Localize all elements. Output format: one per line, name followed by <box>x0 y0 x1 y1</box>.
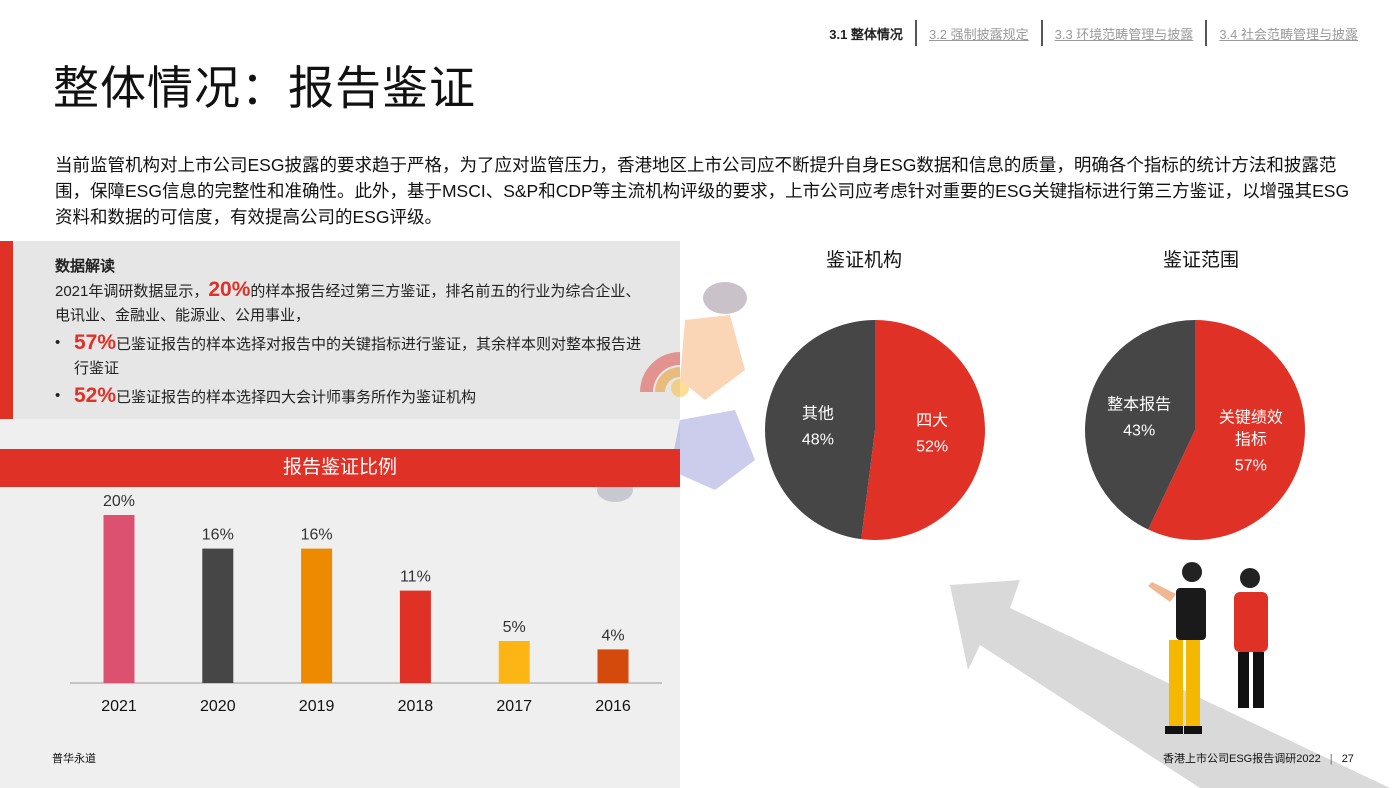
footer-divider: | <box>1329 753 1333 765</box>
bullet-dot: • <box>55 387 61 404</box>
bar-category-label: 2017 <box>496 698 532 715</box>
bar-2017 <box>498 641 530 683</box>
pie-institution: 四大 52% 其他 48% <box>765 320 985 540</box>
footer-page-number: 27 <box>1341 753 1354 765</box>
pie-slice-label: 其他 <box>802 404 834 422</box>
pie-slice <box>1085 320 1195 530</box>
footer-report-name: 香港上市公司ESG报告调研2022 <box>1163 753 1321 765</box>
bar-2019 <box>301 548 333 683</box>
bar-category-label: 2016 <box>595 698 631 715</box>
intro-paragraph: 当前监管机构对上市公司ESG披露的要求趋于严格，为了应对监管压力，香港地区上市公… <box>55 155 1350 227</box>
bar-category-label: 2018 <box>398 698 434 715</box>
highlight-percentage: 57% <box>74 331 117 354</box>
tab-overview[interactable]: 3.1 整体情况 <box>829 26 903 42</box>
pie-slice <box>1148 320 1305 540</box>
bar-2016 <box>597 649 629 683</box>
bar-value-label: 16% <box>202 527 234 544</box>
bar-value-label: 16% <box>301 527 333 544</box>
footer-report-info: 香港上市公司ESG报告调研2022 | 27 <box>1163 750 1354 766</box>
reading-text: 2021年调研数据显示， <box>55 283 209 300</box>
bullet-text: 已鉴证报告的样本选择对报告中的关键指标进行鉴证，其余样本则对整本报告进行鉴证 <box>74 336 642 377</box>
pie-slice-value: 43% <box>1123 423 1155 440</box>
bar-chart-title: 报告鉴证比例 <box>0 449 680 487</box>
bar-category-label: 2021 <box>101 698 137 715</box>
pie-slice <box>861 320 985 540</box>
pie-slice-value: 48% <box>802 431 834 448</box>
section-nav: 3.1 整体情况 3.2 强制披露规定 3.3 环境范畴管理与披露 3.4 社会… <box>817 20 1370 46</box>
pie-slice-label: 指标 <box>1235 430 1267 448</box>
nav-divider <box>914 20 917 46</box>
data-reading-box <box>0 241 680 419</box>
bar-value-label: 5% <box>503 619 526 636</box>
nav-divider <box>1205 20 1208 46</box>
tab-mandatory-disclosure[interactable]: 3.2 强制披露规定 <box>928 26 1029 42</box>
data-reading-title: 数据解读 <box>55 258 116 275</box>
accent-bar <box>0 241 13 419</box>
pie-slice-label: 整本报告 <box>1107 396 1171 414</box>
people-arrow-illustration <box>950 562 1390 788</box>
pie-slice <box>765 320 875 540</box>
assurance-ratio-bar-chart: 20% 2021 16% 2020 16% 2019 11% 2018 5% 2017 4% 2016 <box>70 493 662 715</box>
pie-slice-label: 关键绩效 <box>1219 408 1283 426</box>
footer-brand: 普华永道 <box>52 753 96 765</box>
bullet-item: • 52%已鉴证报告的样本选择四大会计师事务所作为鉴证机构 <box>55 384 645 410</box>
reading-text: 的样本报告经过第三方鉴证，排名前五的行业为综合企业、电讯业、金融业、能源业、公用… <box>55 283 641 324</box>
bar-2018 <box>399 590 431 683</box>
data-reading-paragraph: 2021年调研数据显示，20%的样本报告经过第三方鉴证，排名前五的行业为综合企业… <box>55 278 645 328</box>
bullet-dot: • <box>55 334 61 351</box>
running-person-illustration <box>597 282 755 502</box>
bullet-text: 已鉴证报告的样本选择四大会计师事务所作为鉴证机构 <box>116 389 477 406</box>
nav-divider <box>1040 20 1043 46</box>
pie-slice-value: 57% <box>1235 457 1267 474</box>
tab-social[interactable]: 3.4 社会范畴管理与披露 <box>1219 26 1358 42</box>
pie-title-scope: 鉴证范围 <box>1163 250 1240 271</box>
highlight-percentage: 20% <box>208 278 251 301</box>
bullet-item: • 57%已鉴证报告的样本选择对报告中的关键指标进行鉴证，其余样本则对整本报告进… <box>55 331 645 381</box>
bar-value-label: 20% <box>103 493 135 510</box>
page-title: 整体情况：报告鉴证 <box>53 61 476 115</box>
bar-category-label: 2019 <box>299 698 335 715</box>
pie-slice-value: 52% <box>916 439 948 456</box>
bar-value-label: 4% <box>601 627 624 644</box>
highlight-percentage: 52% <box>74 384 117 407</box>
tab-environment[interactable]: 3.3 环境范畴管理与披露 <box>1054 26 1194 42</box>
bar-2020 <box>202 548 234 683</box>
pie-title-institution: 鉴证机构 <box>826 250 903 271</box>
bar-category-label: 2020 <box>200 698 236 715</box>
pie-slice-label: 四大 <box>916 412 948 430</box>
bar-2021 <box>103 515 135 683</box>
bar-value-label: 11% <box>400 569 431 586</box>
